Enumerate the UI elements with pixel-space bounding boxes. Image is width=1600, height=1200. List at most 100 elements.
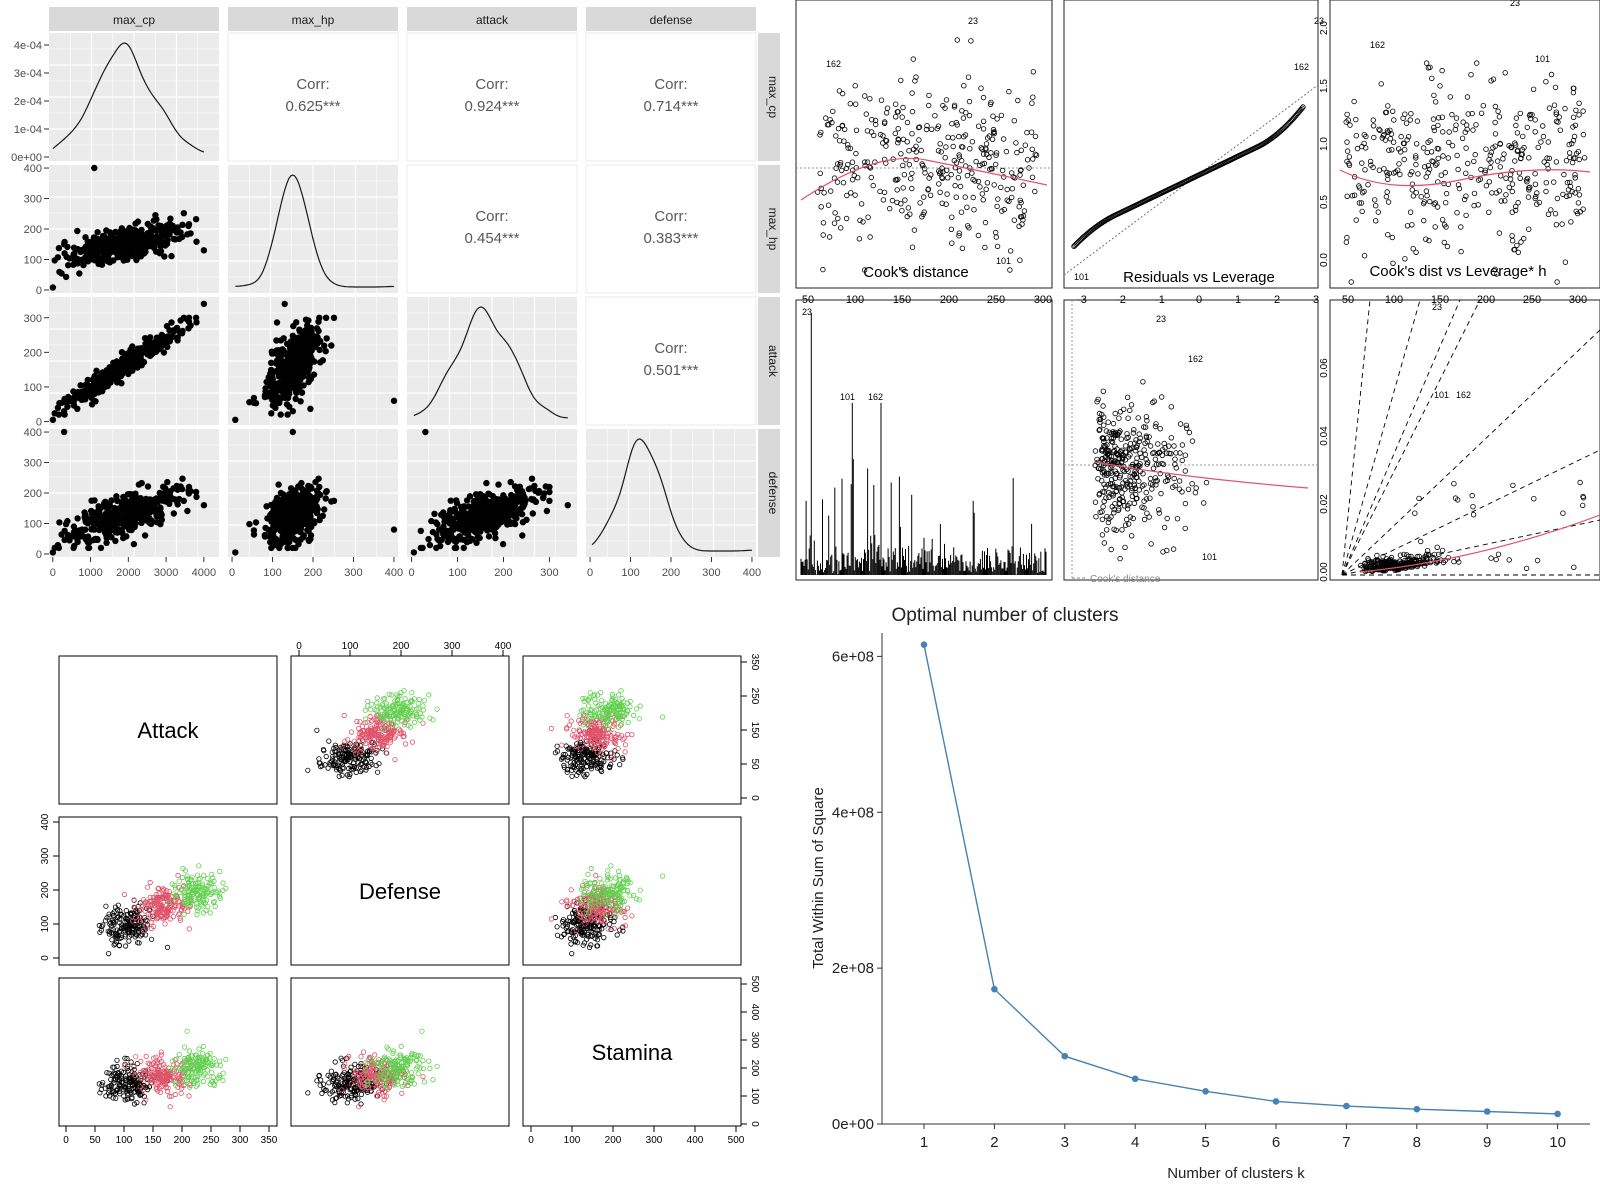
diag-point bbox=[1164, 515, 1170, 522]
diag-point bbox=[1141, 447, 1147, 453]
x-tick-label: 2 bbox=[1274, 294, 1280, 306]
diag-point bbox=[1149, 486, 1155, 492]
diag-point bbox=[1344, 111, 1350, 118]
diag-point bbox=[1116, 415, 1122, 421]
scatter-point bbox=[455, 525, 462, 532]
y-tick-label: 200 bbox=[24, 347, 42, 359]
scatter-point bbox=[280, 335, 287, 342]
scatter-point bbox=[172, 496, 179, 503]
diag-point bbox=[1463, 212, 1469, 219]
x-tick-label: 0 bbox=[409, 567, 415, 579]
diag-point bbox=[1414, 118, 1421, 124]
diag-point bbox=[983, 186, 989, 192]
diag-point bbox=[952, 182, 958, 189]
diag-point bbox=[1344, 234, 1350, 241]
scatter-point bbox=[518, 498, 526, 506]
diag-point bbox=[909, 130, 915, 137]
corr-panel bbox=[585, 32, 757, 162]
diag-point bbox=[1562, 259, 1569, 265]
scatter-point bbox=[422, 428, 429, 436]
diag-point bbox=[1445, 155, 1451, 161]
scatter-point bbox=[543, 507, 551, 515]
diag-point bbox=[1374, 552, 1380, 559]
scatter-point bbox=[82, 390, 89, 397]
scatter-point bbox=[150, 349, 157, 357]
diag-point bbox=[1556, 114, 1562, 120]
diag-point bbox=[894, 187, 900, 193]
x-tick-label: 3000 bbox=[154, 567, 178, 579]
diag-point bbox=[1179, 489, 1185, 495]
scatter-point bbox=[108, 364, 115, 371]
scatter-point bbox=[150, 217, 157, 224]
corr-value: 0.714*** bbox=[643, 98, 698, 115]
y-tick-label: 200 bbox=[24, 488, 42, 500]
y-tick-label: 1.5 bbox=[1319, 79, 1330, 93]
scatter-point bbox=[172, 236, 179, 243]
diag-point bbox=[909, 90, 915, 96]
scatter-point bbox=[328, 342, 335, 349]
scatter-point bbox=[417, 527, 424, 535]
y-tick-label: 0 bbox=[36, 549, 42, 561]
scatter-point bbox=[74, 227, 81, 235]
diag-point bbox=[945, 134, 951, 140]
row-strip-attack bbox=[758, 297, 780, 425]
scatter-point bbox=[306, 364, 313, 371]
diag-point bbox=[834, 179, 841, 185]
scatter-point bbox=[134, 218, 142, 225]
diag-point bbox=[944, 167, 950, 173]
diag-point bbox=[1545, 211, 1552, 217]
diag-point bbox=[982, 219, 989, 226]
scatter-point bbox=[478, 499, 485, 507]
diag-point bbox=[1520, 235, 1527, 242]
scatter-point bbox=[56, 268, 63, 276]
scatter-point bbox=[113, 493, 120, 500]
scatter-point bbox=[323, 335, 330, 342]
scatter-point bbox=[144, 483, 152, 490]
scatter-point bbox=[322, 348, 329, 355]
diag-point bbox=[1492, 119, 1498, 126]
diag-point bbox=[1351, 98, 1357, 105]
scatter-point bbox=[104, 514, 111, 521]
scatter-point bbox=[70, 523, 78, 530]
diag-point bbox=[918, 147, 924, 154]
diag-point bbox=[1391, 117, 1397, 123]
x-tick-label: 0 bbox=[229, 567, 235, 579]
corr-label: Corr: bbox=[654, 208, 687, 225]
scatter-point bbox=[91, 248, 99, 256]
diag-point bbox=[1545, 139, 1551, 145]
scatter-point bbox=[455, 514, 462, 521]
scatter-point bbox=[510, 497, 518, 504]
scatter-point bbox=[319, 357, 326, 364]
diag-point bbox=[1150, 465, 1157, 472]
scatter-point bbox=[417, 544, 424, 552]
diag-point bbox=[1105, 419, 1111, 425]
scatter-point bbox=[103, 227, 110, 234]
scatter-point bbox=[515, 485, 522, 492]
scatter-point bbox=[172, 326, 179, 333]
diag-point bbox=[968, 38, 974, 44]
scatter-point bbox=[121, 499, 128, 507]
y-tick-label: 400 bbox=[24, 163, 42, 175]
diag-point bbox=[1470, 504, 1476, 510]
scatter-point bbox=[153, 519, 161, 526]
diag-point bbox=[830, 108, 836, 115]
scatter-point bbox=[122, 247, 129, 255]
diag-point bbox=[1172, 456, 1178, 462]
scatter-point bbox=[193, 238, 200, 245]
scatter-point bbox=[425, 535, 432, 543]
density-curve-attack bbox=[413, 306, 568, 419]
diag-point bbox=[1581, 155, 1588, 161]
scatter-point bbox=[473, 526, 480, 534]
diag-point bbox=[1434, 544, 1440, 550]
point-label: 101 bbox=[1434, 390, 1449, 400]
cluster-point bbox=[305, 767, 311, 773]
diag-point bbox=[1125, 415, 1131, 421]
scatter-point bbox=[138, 519, 145, 527]
diag-point bbox=[1557, 127, 1563, 133]
diag-point bbox=[1507, 176, 1514, 182]
diag-point bbox=[1157, 426, 1163, 432]
diag-point bbox=[1030, 69, 1036, 75]
diag-point bbox=[1182, 468, 1188, 474]
diag-point bbox=[1493, 556, 1499, 563]
ggpairs-matrix: max_cp max_hp attack defensemax_cpmax_hpatt… bbox=[11, 7, 780, 579]
